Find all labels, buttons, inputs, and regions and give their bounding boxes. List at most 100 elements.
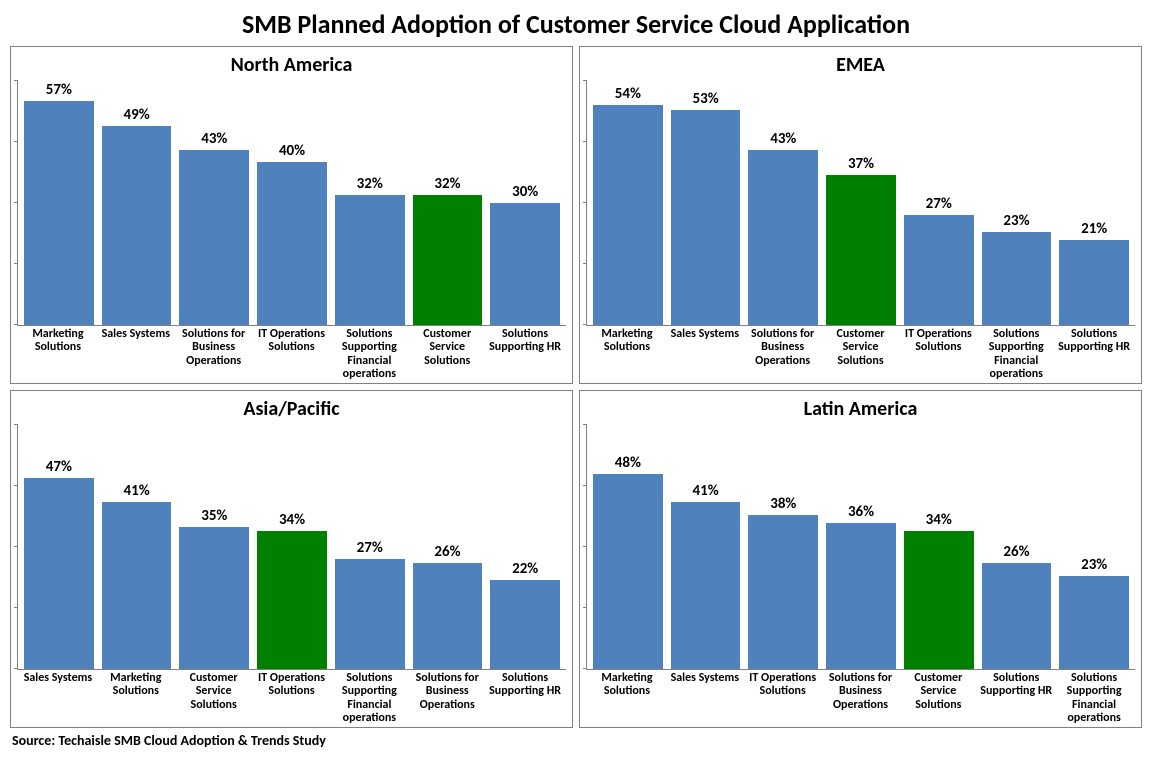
- bar-rect: [24, 101, 94, 325]
- category-label: Solutions Supporting HR: [486, 328, 564, 381]
- bar-slot: 48%: [589, 425, 667, 669]
- bar-value-label: 48%: [615, 454, 641, 472]
- plot-region: 48% 41% 38% 36% 34% 26% 23%: [586, 425, 1135, 670]
- plot-region: 54% 53% 43% 37% 27% 23% 21%: [586, 81, 1135, 326]
- bar-value-label: 47%: [46, 458, 72, 476]
- bar-value-label: 43%: [201, 130, 227, 148]
- bar-slot: 35%: [175, 425, 253, 669]
- bar-slot: 43%: [175, 81, 253, 325]
- category-label: Sales Systems: [666, 672, 744, 725]
- bar-rect: [102, 502, 172, 669]
- bar-rect: [748, 515, 818, 670]
- chart-panel: Latin America 48% 41% 38% 36% 34% 26% 23% Market…: [579, 390, 1142, 728]
- bar-slot: 27%: [900, 81, 978, 325]
- bar-value-label: 23%: [1081, 556, 1107, 574]
- bar-rect: [490, 580, 560, 670]
- category-label: Solutions Supporting Financial operation…: [1055, 672, 1133, 725]
- bar-value-label: 32%: [434, 175, 460, 193]
- bars-container: 48% 41% 38% 36% 34% 26% 23%: [587, 425, 1135, 669]
- category-label: Customer Service Solutions: [408, 328, 486, 381]
- bar-rect: [982, 232, 1052, 326]
- bar-slot: 32%: [331, 81, 409, 325]
- bar-slot: 26%: [978, 425, 1056, 669]
- category-label: Solutions Supporting Financial operation…: [977, 328, 1055, 381]
- bar-rect: [335, 195, 405, 325]
- plot-region: 47% 41% 35% 34% 27% 26% 22%: [17, 425, 566, 670]
- bar-value-label: 30%: [512, 183, 538, 201]
- bar-value-label: 35%: [201, 507, 227, 525]
- panel-title: EMEA: [586, 53, 1135, 77]
- bar-rect: [671, 502, 741, 669]
- bar-rect: [413, 563, 483, 669]
- bar-value-label: 36%: [848, 503, 874, 521]
- bar-value-label: 41%: [124, 482, 150, 500]
- bar-slot: 34%: [900, 425, 978, 669]
- category-label: Customer Service Solutions: [899, 672, 977, 725]
- bar-value-label: 22%: [512, 560, 538, 578]
- bar-rect: [179, 150, 249, 325]
- bar-slot: 21%: [1055, 81, 1133, 325]
- bar-value-label: 37%: [848, 155, 874, 173]
- bar-rect: [257, 531, 327, 669]
- category-labels-row: Marketing SolutionsSales SystemsSolution…: [586, 326, 1135, 381]
- category-label: Solutions for Business Operations: [744, 328, 822, 381]
- bar-slot: 54%: [589, 81, 667, 325]
- bar-slot: 23%: [978, 81, 1056, 325]
- bar-value-label: 54%: [615, 85, 641, 103]
- category-labels-row: Marketing SolutionsSales SystemsIT Opera…: [586, 670, 1135, 725]
- bar-slot: 23%: [1055, 425, 1133, 669]
- chart-panel: Asia/Pacific 47% 41% 35% 34% 27% 26% 22% Sales S…: [10, 390, 573, 728]
- category-label: Solutions Supporting HR: [977, 672, 1055, 725]
- bar-value-label: 57%: [46, 81, 72, 99]
- panel-title: Asia/Pacific: [17, 397, 566, 421]
- bar-rect: [335, 559, 405, 669]
- bar-slot: 38%: [744, 425, 822, 669]
- category-label: IT Operations Solutions: [253, 672, 331, 725]
- chart-source: Source: Techaisle SMB Cloud Adoption & T…: [10, 732, 1142, 749]
- chart-area: 57% 49% 43% 40% 32% 32% 30% Marketing Solutions…: [17, 81, 566, 381]
- bar-value-label: 26%: [1003, 543, 1029, 561]
- bar-value-label: 40%: [279, 142, 305, 160]
- bar-slot: 40%: [253, 81, 331, 325]
- bar-rect: [982, 563, 1052, 669]
- bar-rect: [593, 474, 663, 669]
- bar-slot: 41%: [667, 425, 745, 669]
- bar-rect: [671, 110, 741, 326]
- bar-value-label: 27%: [926, 195, 952, 213]
- panel-title: Latin America: [586, 397, 1135, 421]
- category-label: Solutions Supporting Financial operation…: [330, 672, 408, 725]
- category-labels-row: Marketing SolutionsSales SystemsSolution…: [17, 326, 566, 381]
- category-label: Solutions for Business Operations: [408, 672, 486, 725]
- bar-slot: 57%: [20, 81, 98, 325]
- bar-value-label: 49%: [124, 106, 150, 124]
- category-label: IT Operations Solutions: [744, 672, 822, 725]
- category-label: Solutions Supporting Financial operation…: [330, 328, 408, 381]
- category-label: Marketing Solutions: [588, 672, 666, 725]
- category-label: Solutions Supporting HR: [486, 672, 564, 725]
- bar-slot: 37%: [822, 81, 900, 325]
- bar-value-label: 21%: [1081, 220, 1107, 238]
- bar-rect: [826, 523, 896, 670]
- bar-slot: 53%: [667, 81, 745, 325]
- category-label: Sales Systems: [19, 672, 97, 725]
- bar-value-label: 23%: [1003, 212, 1029, 230]
- chart-panel: North America 57% 49% 43% 40% 32% 32% 30% Market…: [10, 46, 573, 384]
- panel-title: North America: [17, 53, 566, 77]
- category-label: Marketing Solutions: [97, 672, 175, 725]
- bar-rect: [1059, 576, 1129, 670]
- bar-rect: [748, 150, 818, 325]
- bar-rect: [904, 215, 974, 325]
- category-label: Solutions Supporting HR: [1055, 328, 1133, 381]
- bar-value-label: 43%: [770, 130, 796, 148]
- bar-value-label: 41%: [693, 482, 719, 500]
- bar-value-label: 34%: [279, 511, 305, 529]
- bar-rect: [102, 126, 172, 325]
- bar-value-label: 27%: [357, 539, 383, 557]
- chart-panel: EMEA 54% 53% 43% 37% 27% 23% 21% Marketing Solut…: [579, 46, 1142, 384]
- chart-area: 47% 41% 35% 34% 27% 26% 22% Sales SystemsMarket…: [17, 425, 566, 725]
- bar-value-label: 26%: [434, 543, 460, 561]
- bar-value-label: 53%: [693, 90, 719, 108]
- bar-rect: [490, 203, 560, 325]
- bar-slot: 32%: [409, 81, 487, 325]
- bar-value-label: 38%: [770, 495, 796, 513]
